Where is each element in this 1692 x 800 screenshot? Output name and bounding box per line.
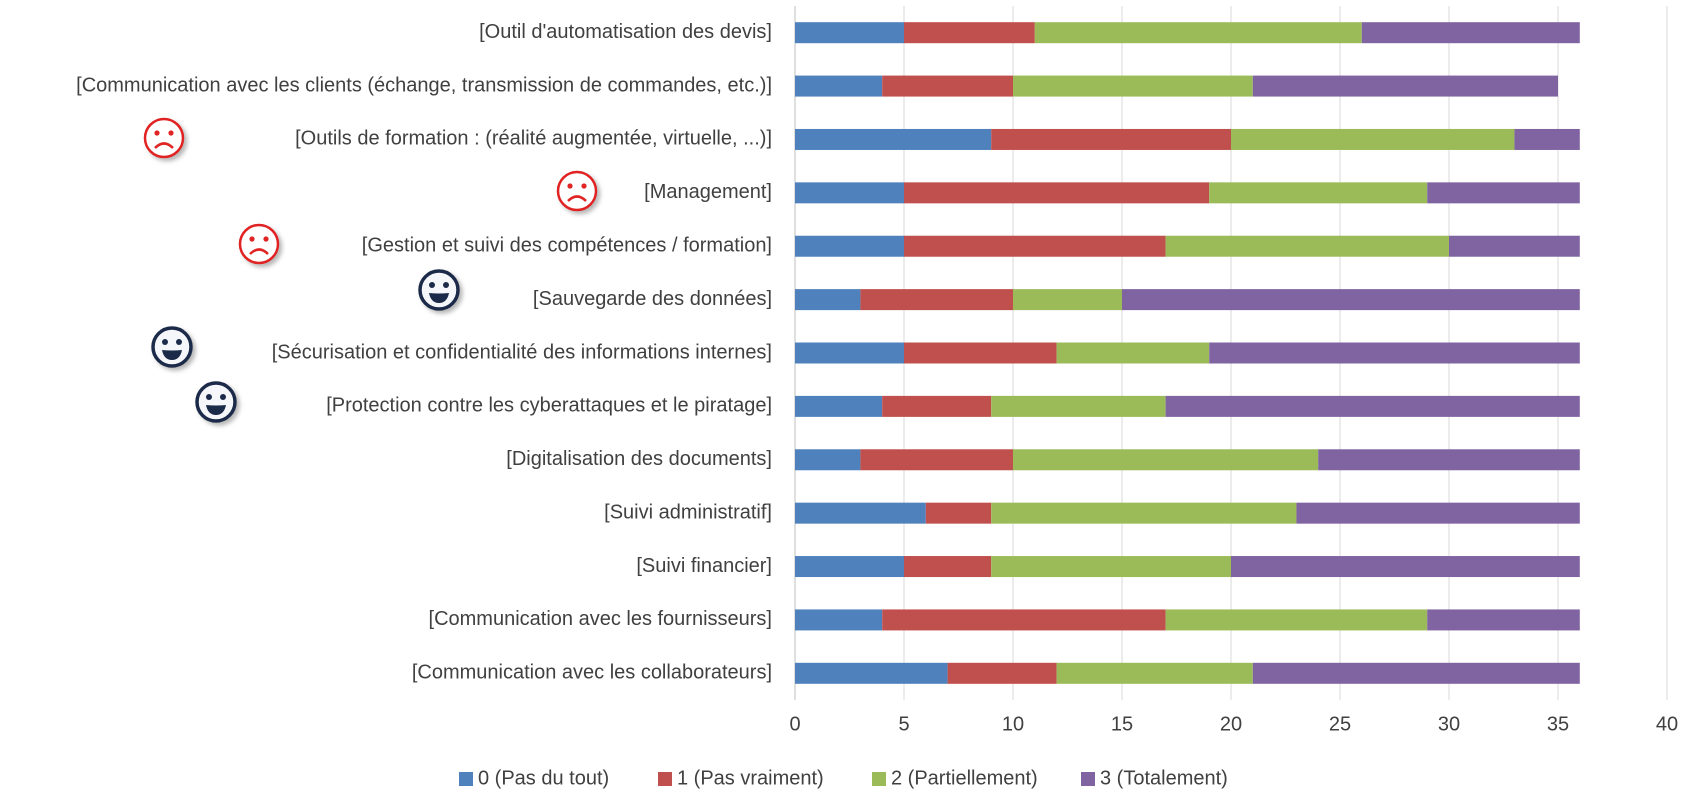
y-tick-label: [Sauvegarde des données]	[533, 288, 772, 310]
x-tick-label: 0	[789, 713, 800, 735]
x-tick-label: 15	[1111, 713, 1133, 735]
happy-icon	[153, 328, 191, 366]
y-tick-label: [Gestion et suivi des compétences / form…	[362, 235, 772, 257]
legend-label: 3 (Totalement)	[1100, 767, 1228, 789]
legend-swatch	[872, 772, 886, 786]
bar-segment	[1209, 182, 1428, 204]
legend-swatch	[459, 772, 473, 786]
bar-segment	[882, 75, 1013, 97]
bar-segment	[1056, 342, 1210, 364]
y-tick-label: [Suivi administratif]	[604, 501, 772, 523]
bar-segment	[882, 395, 992, 417]
bar-segment	[795, 128, 992, 150]
bar-segment	[795, 395, 883, 417]
legend-label: 0 (Pas du tout)	[478, 767, 609, 789]
bar-segment	[795, 556, 904, 578]
bar-segment	[795, 609, 883, 631]
bar-segment	[1252, 75, 1558, 97]
bar-segment	[1165, 395, 1580, 417]
x-tick-label: 35	[1547, 713, 1569, 735]
bar-segment	[1427, 182, 1580, 204]
bar-segment	[795, 662, 948, 684]
sad-icon	[145, 119, 183, 157]
bar-segment	[904, 182, 1210, 204]
happy-icon	[197, 383, 235, 421]
bar-segment	[1427, 609, 1580, 631]
bar-segment	[925, 502, 992, 524]
y-tick-label: [Communication avec les fournisseurs]	[429, 608, 772, 630]
bar-segment	[1514, 128, 1580, 150]
bar-segment	[795, 342, 904, 364]
bar-segment	[1013, 289, 1122, 311]
bar-segment	[904, 342, 1057, 364]
bar-segment	[1231, 128, 1515, 150]
bar-segment	[795, 235, 904, 257]
bar-segment	[904, 22, 1035, 44]
bar-segment	[795, 289, 861, 311]
bar-segment	[947, 662, 1057, 684]
bar-segment	[1361, 22, 1580, 44]
x-tick-label: 10	[1002, 713, 1024, 735]
bar-segment	[1165, 235, 1449, 257]
y-tick-label: [Communication avec les collaborateurs]	[412, 662, 772, 684]
bar-segment	[860, 449, 1013, 471]
sad-icon	[558, 172, 596, 210]
y-tick-label: [Digitalisation des documents]	[506, 448, 772, 470]
bar-segment	[882, 609, 1166, 631]
y-tick-label: [Protection contre les cyberattaques et …	[326, 395, 772, 417]
bar-segment	[1231, 556, 1580, 578]
x-tick-label: 25	[1329, 713, 1351, 735]
bar-segment	[991, 556, 1231, 578]
bar-segment	[795, 502, 926, 524]
sad-icon	[240, 225, 278, 263]
y-tick-label: [Sécurisation et confidentialité des inf…	[272, 341, 772, 363]
bar-segment	[795, 449, 861, 471]
bar-segment	[904, 235, 1166, 257]
bar-segment	[1122, 289, 1580, 311]
bar-segment	[1034, 22, 1362, 44]
bar-segment	[1013, 75, 1253, 97]
bar-segment	[1296, 502, 1580, 524]
bar-segment	[1449, 235, 1580, 257]
y-tick-label: [Outil d'automatisation des devis]	[479, 21, 772, 43]
legend-swatch	[658, 772, 672, 786]
bar-segment	[860, 289, 1013, 311]
y-tick-label: [Outils de formation : (réalité augmenté…	[295, 128, 772, 150]
bar-segment	[795, 22, 904, 44]
bar-segment	[795, 182, 904, 204]
legend-label: 2 (Partiellement)	[891, 767, 1038, 789]
x-tick-label: 40	[1656, 713, 1678, 735]
y-tick-label: [Communication avec les clients (échange…	[76, 74, 772, 96]
happy-icon	[420, 271, 458, 309]
legend-label: 1 (Pas vraiment)	[677, 767, 824, 789]
y-tick-label: [Management]	[644, 181, 772, 203]
bar-segment	[1318, 449, 1580, 471]
bar-segment	[1013, 449, 1319, 471]
bar-segment	[991, 128, 1231, 150]
bar-segment	[904, 556, 992, 578]
legend-swatch	[1081, 772, 1095, 786]
x-tick-label: 30	[1438, 713, 1460, 735]
x-tick-label: 5	[898, 713, 909, 735]
y-tick-label: [Suivi financier]	[636, 555, 772, 577]
bar-segment	[1056, 662, 1253, 684]
x-tick-label: 20	[1220, 713, 1242, 735]
bar-segment	[1165, 609, 1428, 631]
bar-segment	[1252, 662, 1580, 684]
bar-segment	[1209, 342, 1580, 364]
bar-segment	[991, 502, 1297, 524]
bar-segment	[795, 75, 883, 97]
bar-segment	[991, 395, 1166, 417]
